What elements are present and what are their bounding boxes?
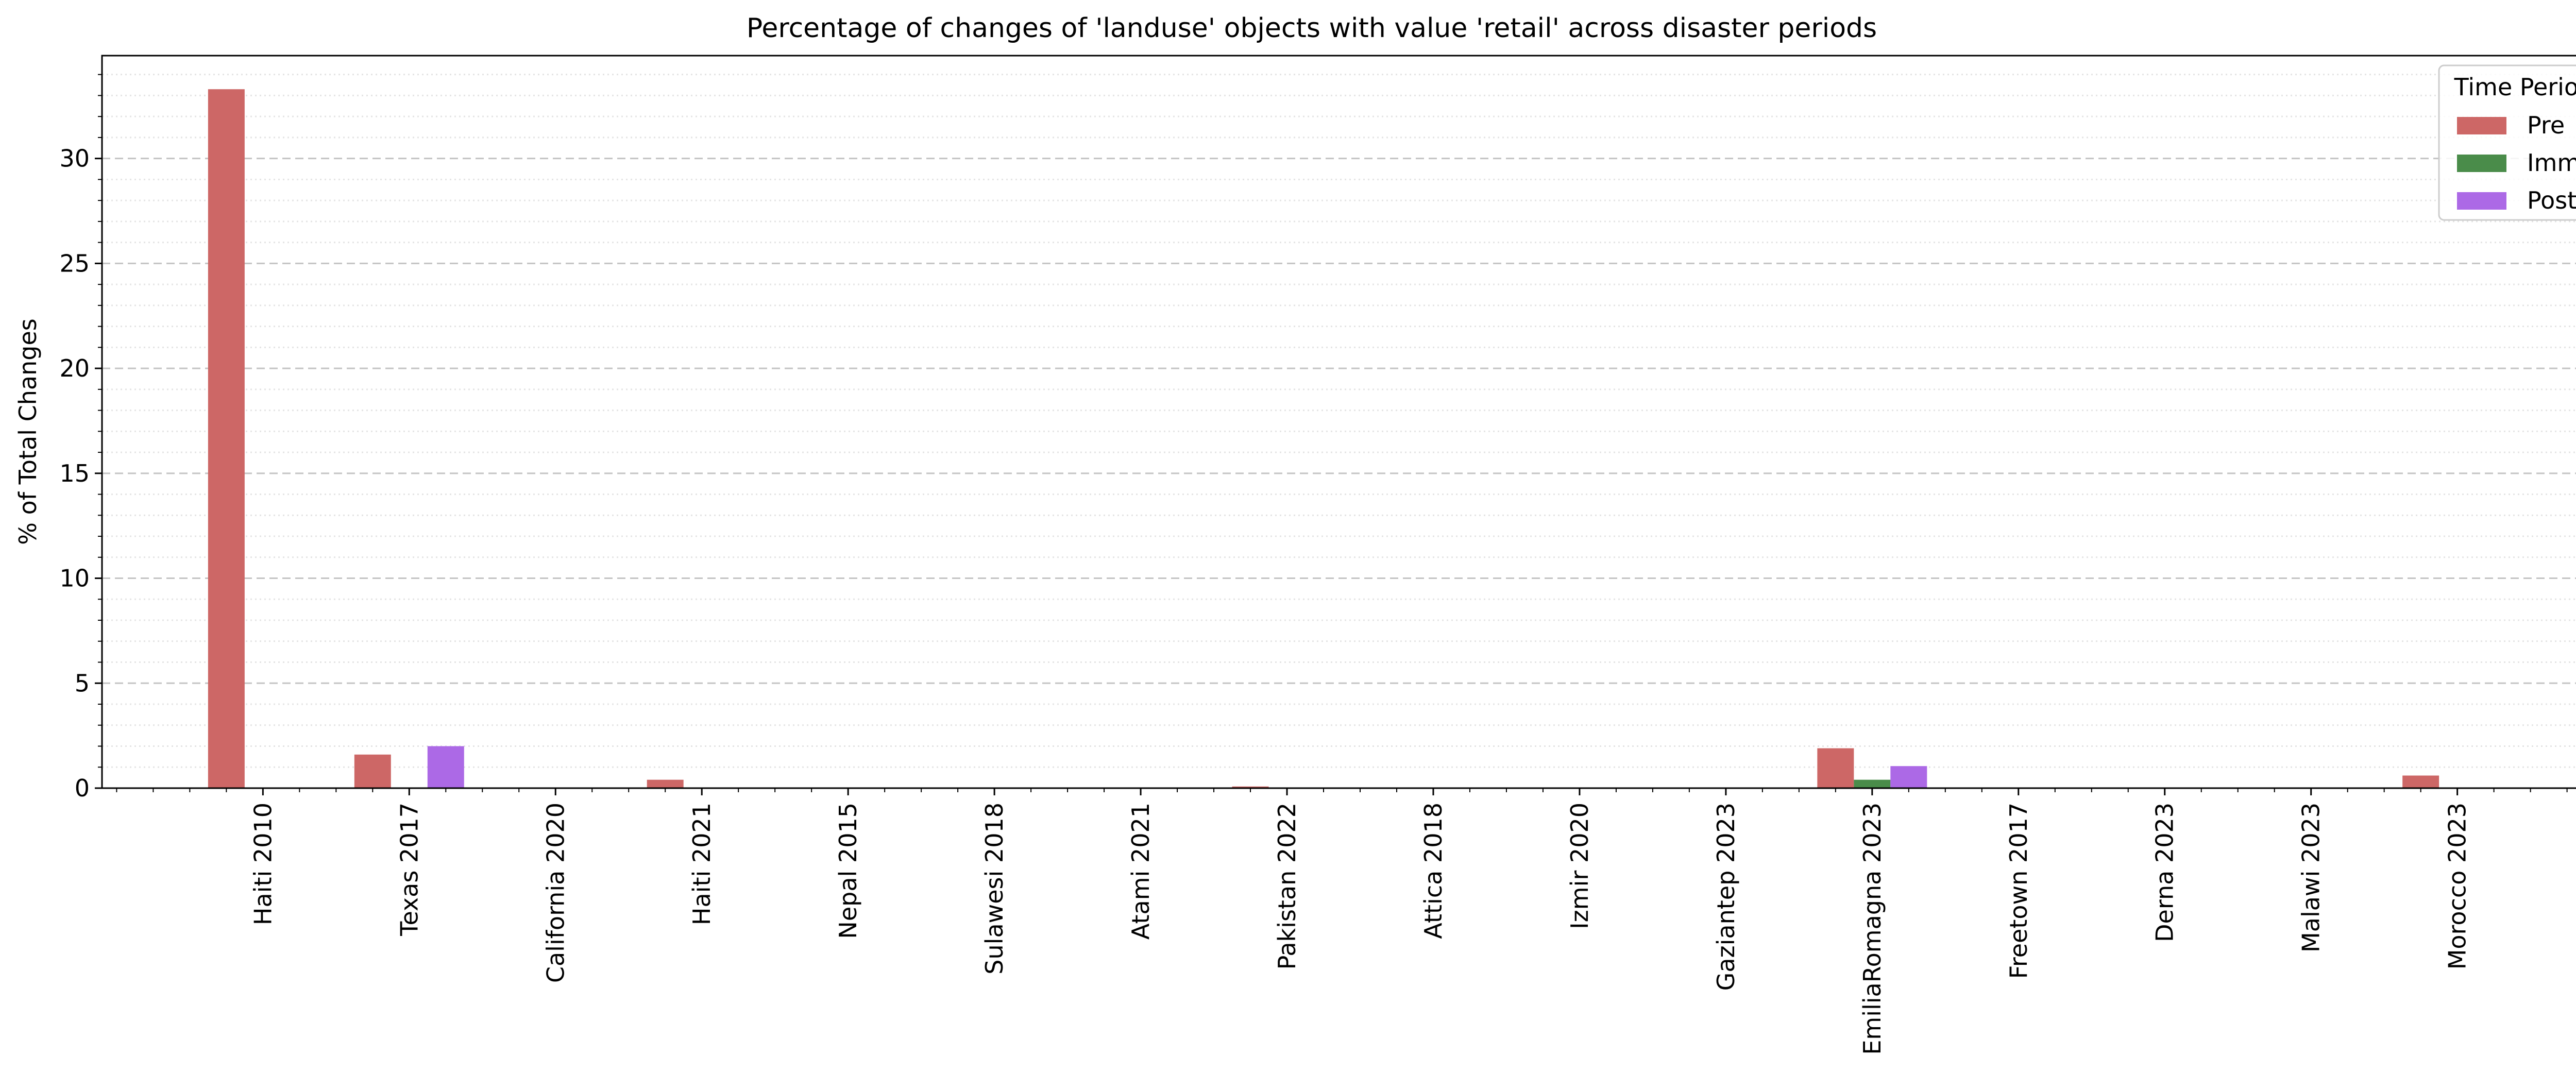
x-tick-label: Pakistan 2022 [1273, 803, 1301, 969]
chart-title: Percentage of changes of 'landuse' objec… [747, 13, 1877, 44]
y-tick-label: 20 [59, 354, 90, 382]
legend-swatch-pre [2457, 117, 2506, 134]
x-tick-label: Attica 2018 [1419, 803, 1447, 939]
gridlines [102, 74, 2576, 768]
legend-label-pre: Pre [2527, 111, 2565, 139]
y-tick-label: 30 [59, 145, 90, 173]
bar-pre-3 [647, 779, 684, 788]
y-tick-label: 10 [59, 565, 90, 592]
legend-title: Time Period [2454, 73, 2576, 101]
bar-post-1 [427, 746, 464, 788]
legend-box [2438, 64, 2576, 221]
x-tick-label: Sulawesi 2018 [980, 803, 1008, 975]
x-tick-label: EmiliaRomagna 2023 [1858, 803, 1886, 1055]
x-tick-label: Gaziantep 2023 [1712, 803, 1740, 991]
y-tick-label: 15 [59, 459, 90, 487]
bar-post-11 [1890, 766, 1927, 788]
bar-imm-11 [1854, 779, 1891, 788]
x-tick-label: Haiti 2021 [688, 803, 716, 925]
y-axis-label: % of Total Changes [14, 318, 42, 544]
legend-swatch-post [2457, 192, 2506, 210]
bar-pre-11 [1817, 748, 1854, 788]
plot-frame [101, 55, 2576, 789]
x-tick-label: Derna 2023 [2151, 803, 2179, 942]
x-tick-label: Izmir 2020 [1566, 803, 1594, 929]
legend-swatch-imm [2457, 155, 2506, 172]
y-tick-label: 5 [75, 669, 90, 697]
x-tick-label: California 2020 [541, 803, 569, 983]
legend: Time Period Pre Imm Post [2438, 64, 2576, 221]
bars [208, 89, 2439, 788]
x-tick-label: Haiti 2010 [249, 803, 277, 925]
axes: 0 5 10 15 20 25 30 Haiti 2010 Texas 2017 Californ… [59, 55, 2576, 1055]
x-tick-label: Morocco 2023 [2444, 803, 2471, 969]
bar-pre-0 [208, 89, 245, 788]
y-tick-label: 25 [59, 249, 90, 277]
y-tick-label: 0 [75, 774, 90, 802]
x-tick-label: Nepal 2015 [834, 803, 862, 939]
bar-pre-15 [2402, 775, 2439, 788]
bar-pre-1 [354, 754, 391, 788]
x-tick-label: Malawi 2023 [2297, 803, 2325, 952]
legend-label-imm: Imm [2527, 149, 2576, 177]
bar-pre-7 [1232, 786, 1269, 788]
x-tick-label: Atami 2021 [1127, 803, 1155, 940]
legend-label-post: Post [2527, 186, 2576, 214]
x-tick-label: Freetown 2017 [2005, 803, 2032, 979]
x-tick-label: Texas 2017 [395, 803, 423, 936]
